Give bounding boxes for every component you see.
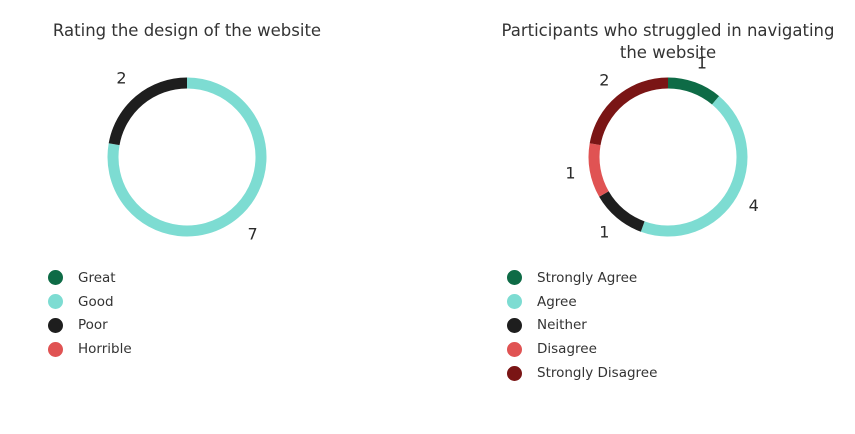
chart-2-slice-agree (640, 96, 748, 237)
legend-item: Good (48, 290, 132, 314)
chart-1-legend: Great Good Poor Horrible (48, 266, 132, 361)
legend-item: Strongly Agree (507, 266, 657, 290)
legend-label: Good (78, 293, 114, 310)
legend-swatch (507, 270, 522, 286)
legend-item: Great (48, 266, 132, 290)
chart-2-value-label-disagree: 1 (565, 164, 575, 183)
legend-item: Strongly Disagree (507, 361, 657, 385)
chart-2-slice-strongly-disagree (589, 77, 669, 146)
chart-2-value-label-strongly-agree: 1 (697, 53, 707, 72)
legend-label: Strongly Agree (537, 269, 638, 286)
chart-2-title-line-1: Participants who struggled in navigating (502, 21, 835, 40)
chart-2-donut: 1 4 1 1 2 (565, 53, 758, 241)
chart-2-slice-disagree (588, 143, 609, 197)
legend-swatch (507, 341, 522, 357)
chart-1-value-label-poor: 2 (116, 68, 126, 87)
legend-item: Disagree (507, 337, 657, 361)
legend-swatch (48, 341, 63, 357)
legend-label: Disagree (537, 341, 597, 358)
legend-swatch (48, 317, 63, 333)
legend-swatch (507, 317, 522, 333)
legend-label: Poor (78, 317, 108, 334)
legend-swatch (507, 294, 522, 310)
legend-swatch (48, 294, 63, 310)
legend-label: Agree (537, 293, 577, 310)
chart-2-legend: Strongly Agree Agree Neither Disagree Strong… (507, 266, 657, 385)
legend-item: Agree (507, 290, 657, 314)
legend-label: Strongly Disagree (537, 365, 658, 382)
chart-1-slice-poor (108, 77, 188, 146)
chart-2-value-label-agree: 4 (749, 196, 759, 215)
chart-1-donut: 72 (107, 68, 267, 244)
chart-1-value-label-good: 7 (247, 225, 257, 244)
chart-1-slice-good (107, 77, 267, 237)
chart-2-slice-strongly-agree (667, 77, 720, 105)
chart-2-value-label-neither: 1 (599, 222, 609, 241)
legend-swatch (507, 365, 522, 381)
legend-label: Neither (537, 317, 587, 334)
chart-2-slice-neither (599, 191, 645, 232)
legend-item: Horrible (48, 337, 132, 361)
legend-label: Great (78, 269, 116, 286)
chart-2-title-line-2: the website (620, 43, 716, 62)
legend-label: Horrible (78, 341, 132, 358)
chart-2-value-label-strongly-disagree: 2 (599, 71, 609, 90)
legend-item: Neither (507, 314, 657, 338)
chart-1-title: Rating the design of the website (53, 21, 321, 40)
legend-swatch (48, 270, 63, 286)
legend-item: Poor (48, 314, 132, 338)
